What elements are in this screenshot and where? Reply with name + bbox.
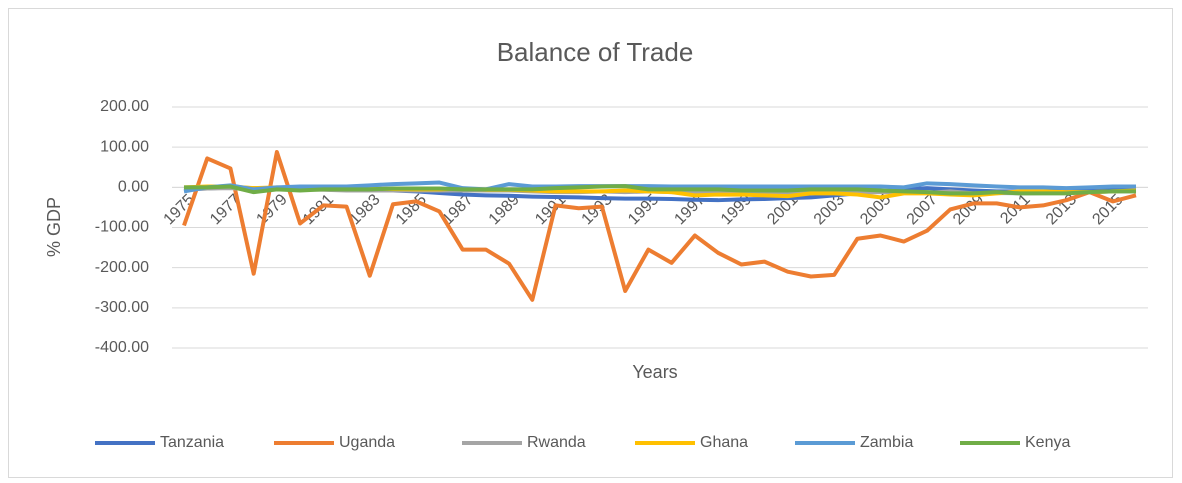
chart-frame: [8, 8, 1173, 478]
x-axis-label: Years: [632, 362, 677, 382]
series-line: [183, 180, 1136, 194]
legend-label: Kenya: [1025, 434, 1070, 451]
y-tick-label: 100.00: [100, 138, 149, 155]
legend-label: Tanzania: [160, 434, 224, 451]
series-line: [184, 184, 1136, 196]
legend-label: Rwanda: [527, 434, 586, 451]
y-tick-label: -300.00: [95, 299, 149, 316]
series-line: [182, 149, 1137, 302]
y-tick-label: 200.00: [100, 98, 149, 115]
y-tick-label: -400.00: [95, 339, 149, 356]
legend-label: Uganda: [339, 434, 395, 451]
y-tick-label: -200.00: [95, 259, 149, 276]
chart-title: Balance of Trade: [497, 37, 694, 67]
y-tick-label: -100.00: [95, 219, 149, 236]
legend-label: Zambia: [860, 434, 913, 451]
y-axis-label: % GDP: [44, 197, 64, 257]
legend-label: Ghana: [700, 434, 748, 451]
y-tick-label: 0.00: [118, 179, 149, 196]
